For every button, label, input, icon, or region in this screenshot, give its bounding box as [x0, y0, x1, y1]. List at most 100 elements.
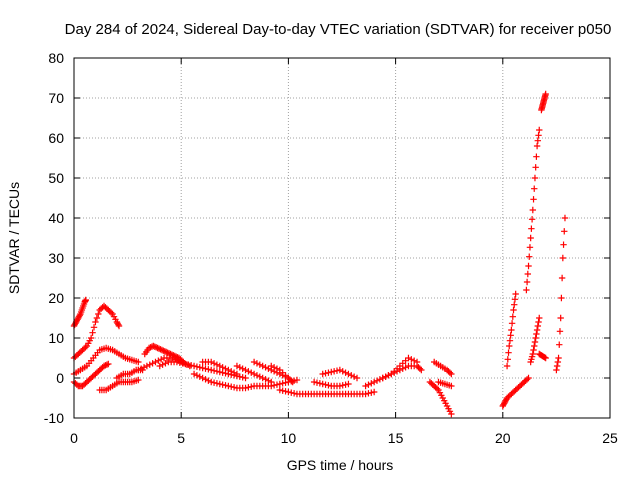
data-point [504, 356, 512, 363]
data-point [322, 381, 329, 388]
y-tick-label: 50 [48, 170, 64, 186]
data-point [342, 369, 349, 376]
x-tick-label: 20 [495, 430, 511, 446]
data-point [151, 343, 158, 350]
series-arc-10 [190, 370, 301, 392]
data-point [523, 278, 531, 286]
series-arc-24 [503, 290, 519, 370]
data-point [135, 358, 142, 366]
y-tick-label: 80 [48, 50, 64, 66]
data-point [262, 364, 269, 371]
data-point [542, 90, 549, 98]
data-point [528, 225, 535, 232]
data-point [253, 360, 261, 367]
data-point [185, 361, 192, 368]
data-point [230, 369, 238, 376]
data-point [402, 364, 409, 371]
data-point [273, 381, 281, 388]
data-point [159, 361, 166, 368]
data-point [157, 346, 164, 353]
data-point [199, 364, 206, 372]
x-tick-label: 5 [177, 430, 185, 446]
data-point [270, 382, 278, 389]
data-point [248, 383, 255, 390]
data-point [282, 379, 289, 386]
data-point [333, 367, 341, 374]
data-point [560, 241, 567, 248]
data-point [376, 376, 384, 383]
data-point [208, 366, 215, 374]
data-point [233, 370, 241, 378]
data-point [554, 358, 562, 366]
data-point [523, 376, 531, 383]
series-arc-6 [113, 366, 146, 382]
data-point [370, 388, 378, 396]
data-point [511, 301, 518, 308]
data-point [362, 390, 369, 398]
data-point [526, 244, 534, 251]
data-point [448, 382, 455, 390]
data-point [270, 364, 278, 371]
data-point [268, 362, 275, 370]
data-point [556, 341, 563, 348]
data-point [290, 390, 298, 397]
series-arc-2 [70, 302, 123, 362]
data-point [393, 368, 401, 375]
data-point [289, 378, 296, 386]
data-point [534, 322, 542, 330]
series-arc-8 [135, 354, 193, 374]
data-point [193, 372, 201, 379]
data-point [342, 381, 349, 388]
data-point [285, 388, 292, 396]
x-tick-label: 0 [70, 430, 78, 446]
data-point [169, 354, 176, 362]
data-point [167, 350, 174, 358]
data-point [225, 366, 232, 374]
series-arc-9 [156, 358, 249, 382]
data-point [89, 329, 96, 336]
series-arc-26 [527, 314, 543, 366]
data-point [256, 373, 264, 380]
data-point [147, 344, 154, 351]
data-point [503, 362, 511, 370]
data-point [339, 368, 346, 375]
data-point [265, 377, 272, 384]
series-arc-1 [70, 296, 89, 330]
data-point [507, 332, 514, 339]
data-point [505, 349, 512, 356]
data-point [152, 358, 159, 366]
data-point [525, 374, 532, 382]
data-point [208, 378, 215, 386]
data-point [250, 370, 258, 378]
data-point [446, 369, 454, 376]
data-point [368, 380, 375, 387]
data-point [233, 362, 241, 370]
data-point [250, 358, 258, 366]
data-point [236, 364, 244, 371]
series-arc-17 [319, 366, 361, 382]
data-point [368, 389, 375, 396]
x-tick-label: 25 [602, 430, 618, 446]
data-point [525, 262, 532, 270]
y-tick-label: 10 [48, 330, 64, 346]
data-point [105, 360, 112, 368]
data-point [535, 318, 542, 326]
data-point [509, 313, 517, 320]
data-point [190, 362, 198, 370]
data-point [316, 380, 324, 387]
data-point [533, 330, 540, 338]
data-point [176, 359, 183, 366]
series-arc-21 [430, 358, 455, 378]
data-point [319, 380, 326, 388]
series-arc-12 [233, 362, 275, 386]
data-point [527, 234, 534, 242]
data-point [313, 379, 321, 386]
data-point [532, 334, 539, 342]
data-point [90, 324, 98, 331]
data-point [288, 389, 295, 396]
series-arc-14 [268, 362, 296, 386]
data-point [405, 354, 412, 362]
data-point [310, 378, 318, 386]
